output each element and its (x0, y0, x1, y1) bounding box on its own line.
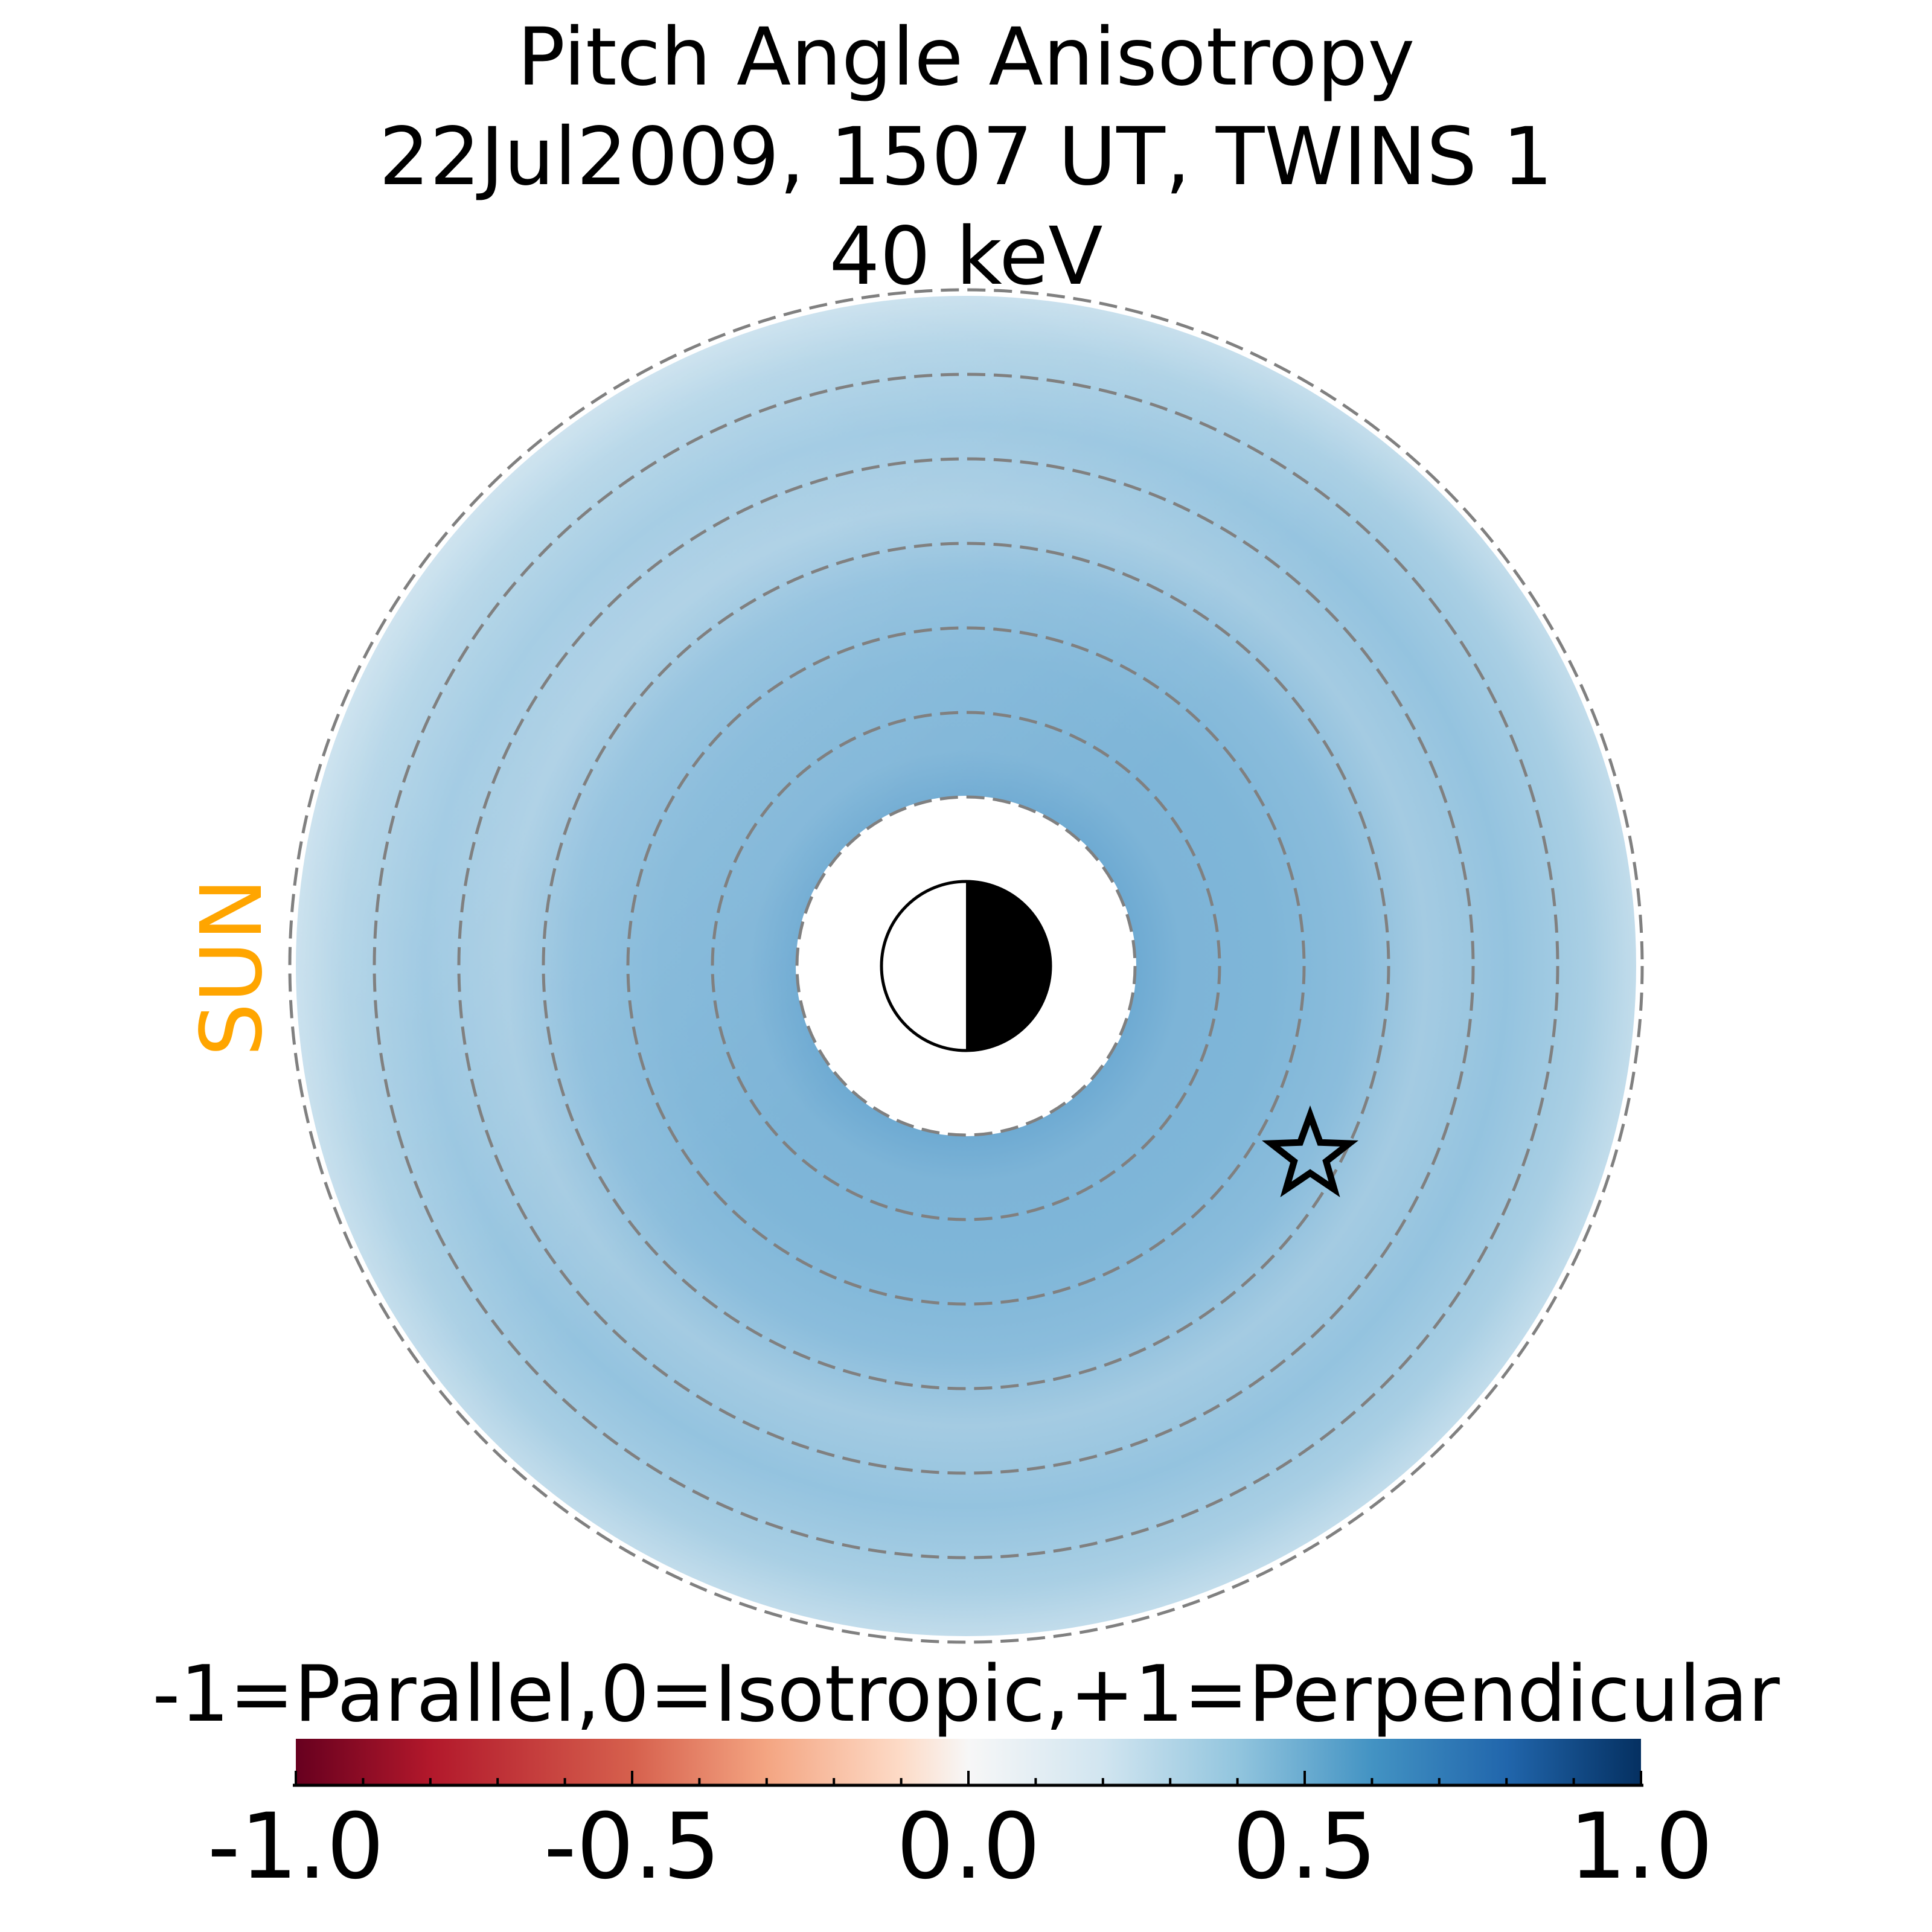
colorbar-tick-label: 0.5 (1233, 1794, 1377, 1899)
title: Pitch Angle Anisotropy 22Jul2009, 1507 U… (379, 11, 1553, 303)
earth-icon (880, 880, 1052, 1052)
grid-circle-5re (542, 542, 1390, 1390)
grid-circle-6re (457, 457, 1475, 1475)
spacecraft-star-icon (1261, 1105, 1359, 1198)
colorbar-label: -1=Parallel,0=Isotropic,+1=Perpendicular (152, 1649, 1780, 1739)
colorbar-tick-label: 0.0 (897, 1794, 1041, 1899)
colorbar-tick-label: -0.5 (544, 1794, 721, 1899)
colorbar: -1=Parallel,0=Isotropic,+1=Perpendicular… (152, 1649, 1780, 1899)
grid-circle-4re (626, 626, 1306, 1306)
title-line-1: Pitch Angle Anisotropy (517, 11, 1415, 104)
colorbar-ticks: -1.0 -0.5 0.0 0.5 1.0 (208, 1771, 1713, 1899)
colorbar-tick-label: 1.0 (1569, 1794, 1713, 1899)
grid-circle-7re (373, 373, 1559, 1559)
anisotropy-map (288, 288, 1644, 1644)
sun-label: SUN (183, 878, 281, 1057)
grid-circle-3re (711, 711, 1221, 1221)
grid-circle-8re (288, 288, 1644, 1644)
grid-circle-2re (795, 795, 1137, 1137)
title-line-2: 22Jul2009, 1507 UT, TWINS 1 (379, 110, 1553, 203)
title-line-3: 40 keV (829, 210, 1102, 303)
radial-grid (288, 288, 1644, 1644)
colorbar-tick-label: -1.0 (208, 1794, 385, 1899)
